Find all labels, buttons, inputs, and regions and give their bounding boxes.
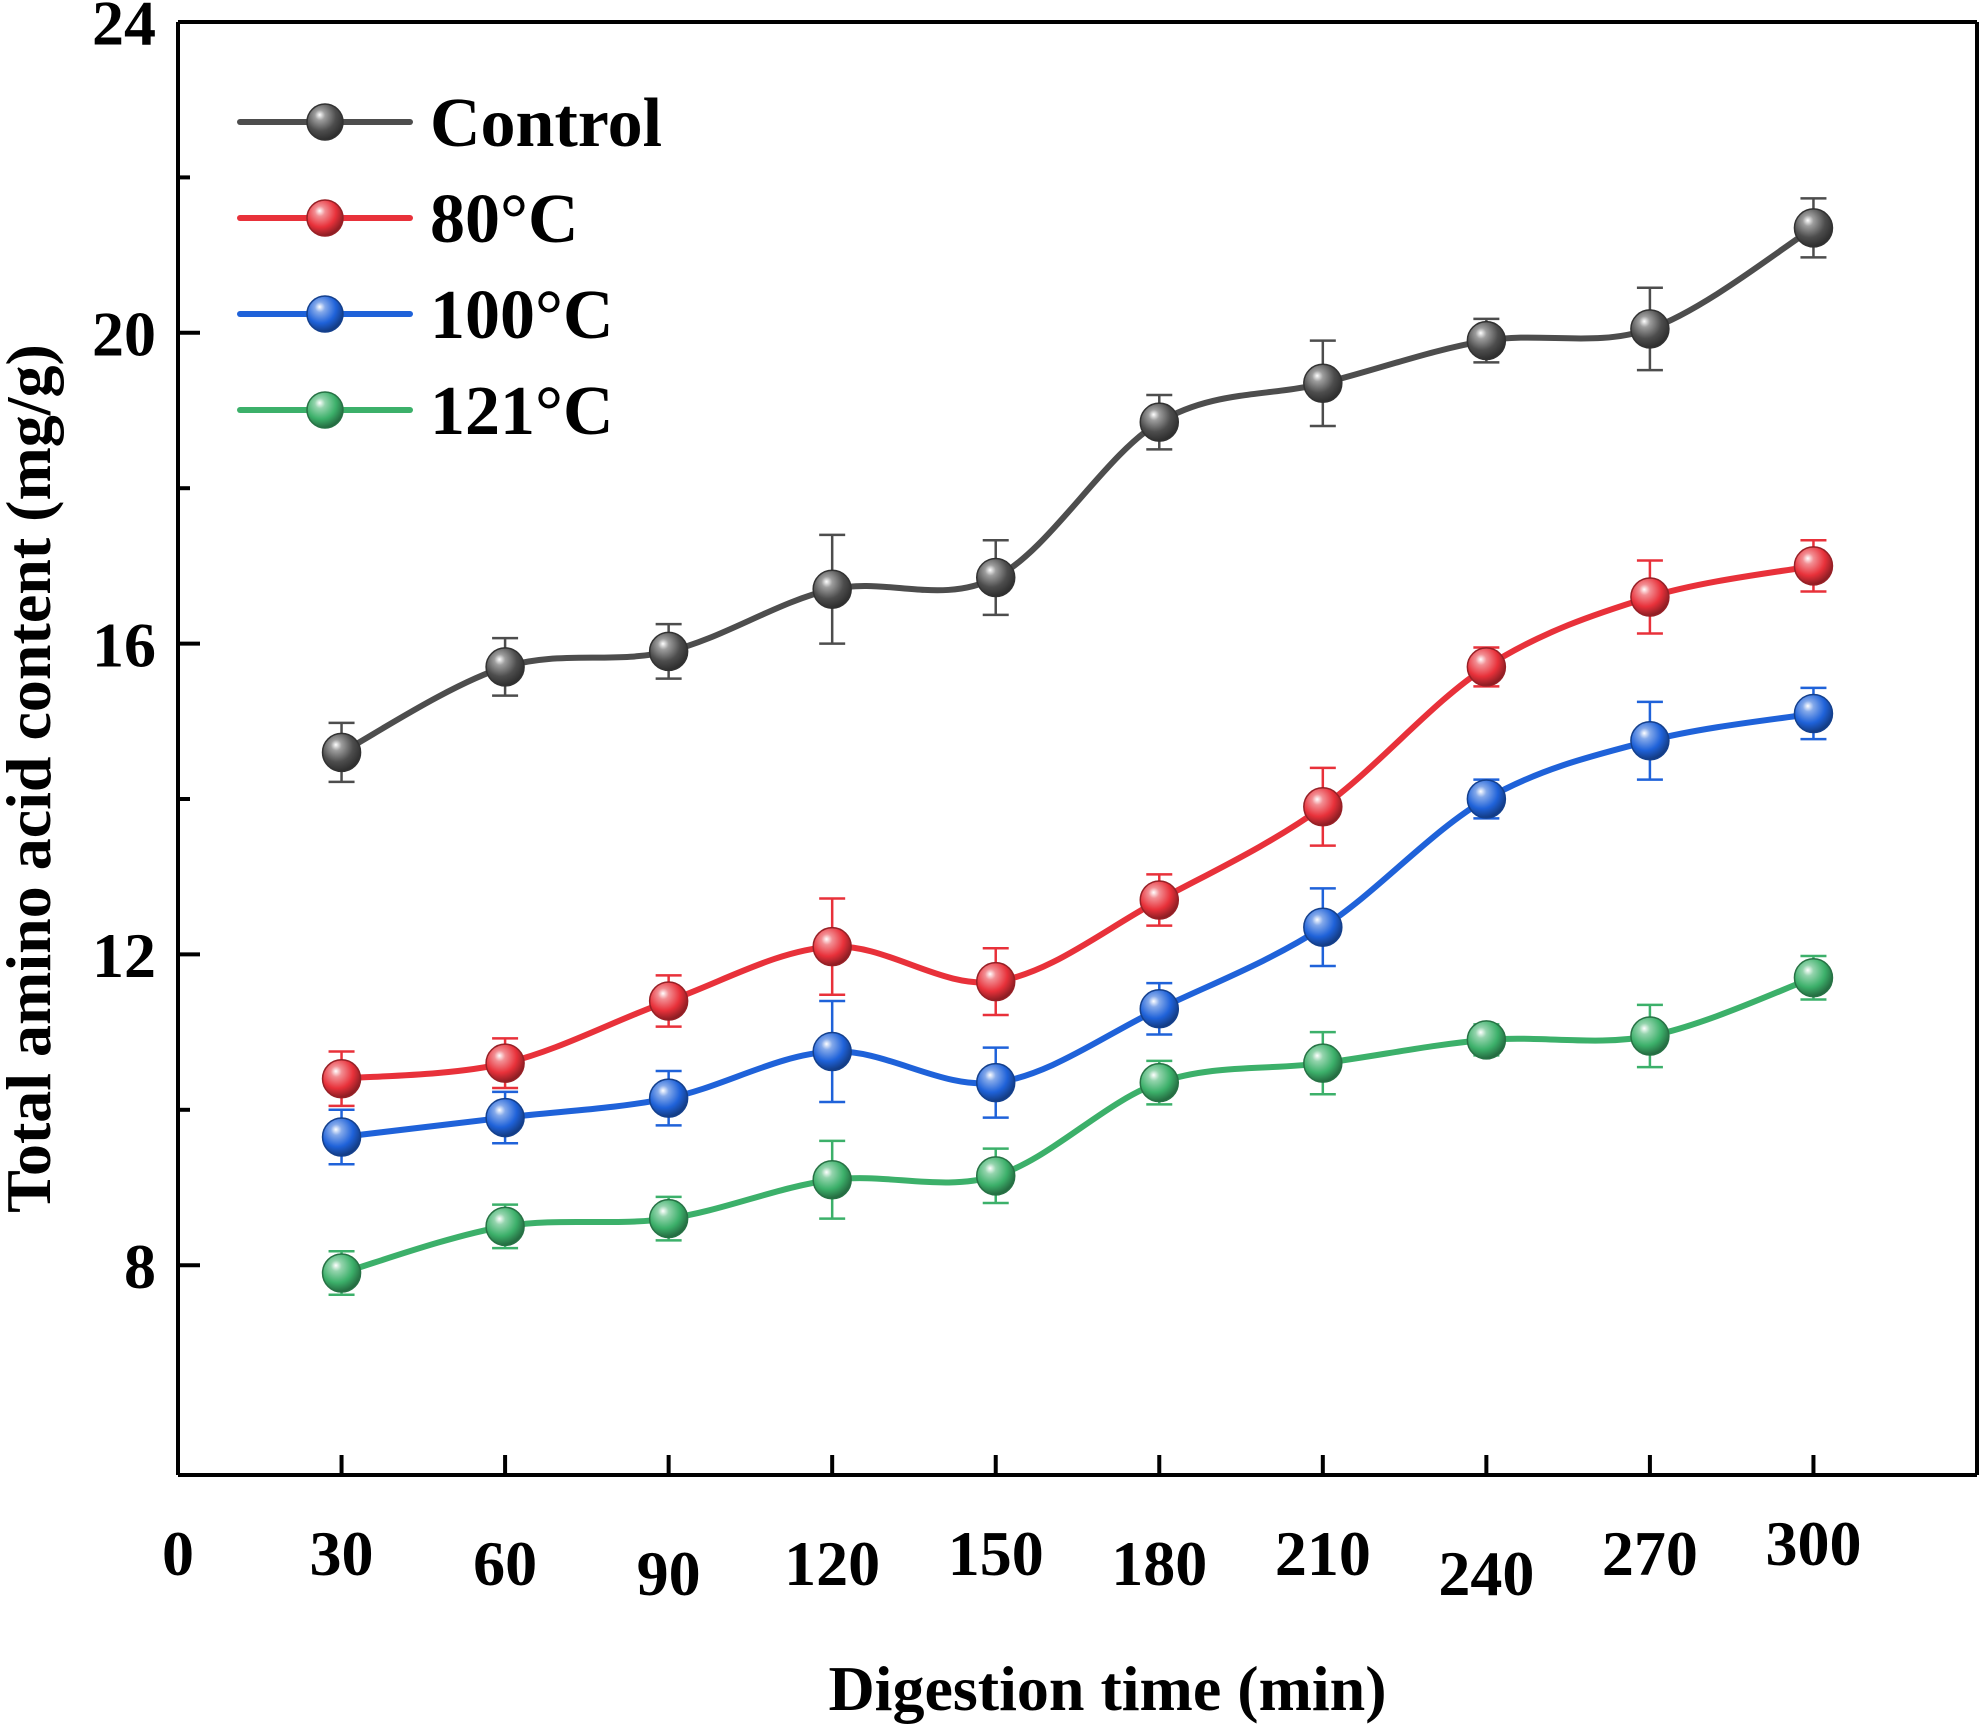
data-point xyxy=(648,1198,689,1239)
x-tick-label: 150 xyxy=(948,1518,1044,1589)
legend-marker xyxy=(306,295,344,333)
series-line xyxy=(338,562,1817,1082)
data-point xyxy=(485,647,525,687)
data-point xyxy=(1793,693,1834,734)
data-point xyxy=(975,1156,1016,1196)
y-tick-label: 16 xyxy=(92,609,156,680)
legend-label: Control xyxy=(430,85,662,162)
series-3 xyxy=(321,954,1834,1296)
data-point xyxy=(648,1078,689,1118)
data-point xyxy=(1139,1062,1180,1103)
data-point xyxy=(1466,1020,1507,1060)
legend-marker xyxy=(306,391,344,429)
data-point xyxy=(1139,402,1180,442)
y-tick-label: 24 xyxy=(92,0,156,59)
x-tick-label: 90 xyxy=(637,1538,701,1609)
data-point xyxy=(1630,577,1670,617)
data-point xyxy=(1793,957,1834,998)
data-point xyxy=(1466,320,1507,361)
legend-marker xyxy=(306,103,344,141)
series-1 xyxy=(321,539,1834,1108)
x-tick-label: 30 xyxy=(310,1518,374,1589)
data-point xyxy=(485,1043,525,1083)
data-point xyxy=(1303,787,1343,827)
data-point xyxy=(1303,363,1343,404)
data-point xyxy=(975,961,1016,1002)
y-tick-label: 12 xyxy=(92,920,156,991)
x-tick-label: 240 xyxy=(1438,1538,1534,1609)
data-point xyxy=(1303,1043,1343,1083)
x-axis-label: Digestion time (min) xyxy=(828,1653,1386,1724)
x-tick-label: 60 xyxy=(473,1528,537,1599)
x-tick-label: 270 xyxy=(1602,1518,1698,1589)
legend-label: 100°C xyxy=(430,277,614,354)
x-tick-label: 120 xyxy=(784,1528,880,1599)
legend-item: 80°C xyxy=(237,181,579,258)
x-tick-label: 210 xyxy=(1275,1518,1371,1589)
data-point xyxy=(1139,989,1180,1029)
data-point xyxy=(321,1058,362,1099)
data-point xyxy=(1630,309,1670,349)
legend-label: 80°C xyxy=(430,181,579,258)
legend-item: 121°C xyxy=(237,373,614,450)
series-line xyxy=(338,224,1817,756)
legend: Control 80°C 100°C 121°C xyxy=(237,85,662,450)
data-point xyxy=(485,1097,525,1138)
data-point xyxy=(812,569,852,609)
data-point xyxy=(321,1117,362,1157)
data-point xyxy=(1466,647,1507,687)
data-point xyxy=(1466,779,1507,819)
y-tick-label: 20 xyxy=(92,298,156,369)
series-line xyxy=(338,974,1817,1276)
series-line xyxy=(338,710,1817,1140)
legend-marker xyxy=(306,199,344,237)
y-tick-label: 8 xyxy=(124,1231,156,1302)
data-point xyxy=(975,1062,1016,1103)
data-point xyxy=(1793,546,1834,586)
data-point xyxy=(648,631,689,672)
y-axis-label: Total amino acid content (mg/g) xyxy=(0,344,64,1213)
data-point xyxy=(1139,880,1180,920)
data-point xyxy=(321,1253,362,1293)
data-point xyxy=(1630,1016,1670,1056)
data-point xyxy=(485,1206,525,1247)
series-layer xyxy=(321,197,1834,1296)
data-point xyxy=(1793,208,1834,248)
data-point xyxy=(812,1159,852,1200)
legend-item: 100°C xyxy=(237,277,614,354)
x-tick-label: 0 xyxy=(162,1518,194,1589)
data-point xyxy=(1303,907,1343,947)
legend-item: Control xyxy=(237,85,662,162)
series-0 xyxy=(321,197,1834,784)
data-point xyxy=(1630,720,1670,761)
x-tick-label: 300 xyxy=(1765,1508,1861,1579)
data-point xyxy=(975,557,1016,598)
data-point xyxy=(812,1031,852,1072)
series-2 xyxy=(321,686,1834,1166)
data-point xyxy=(321,732,362,773)
data-point xyxy=(648,981,689,1021)
x-tick-label: 180 xyxy=(1111,1528,1207,1599)
legend-label: 121°C xyxy=(430,373,614,450)
data-point xyxy=(812,926,852,967)
